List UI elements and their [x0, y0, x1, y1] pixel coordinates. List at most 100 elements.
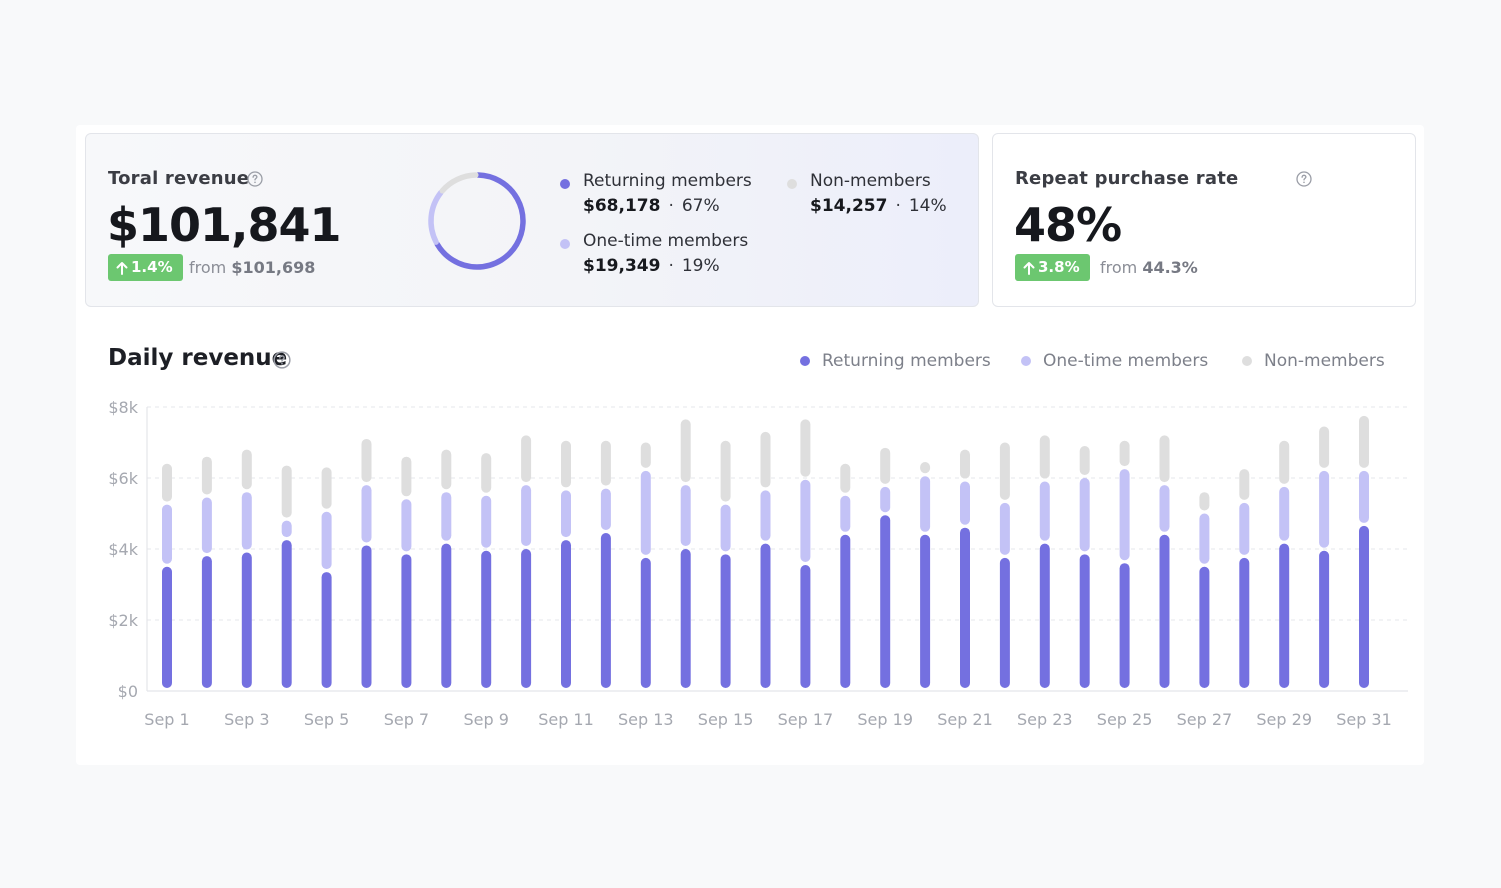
bar-returning[interactable]: [720, 554, 731, 688]
bar-returning[interactable]: [1159, 534, 1170, 688]
bar-returning[interactable]: [441, 543, 452, 688]
bar-one-time[interactable]: [600, 488, 611, 531]
bar-one-time[interactable]: [1119, 469, 1130, 561]
bar-one-time[interactable]: [1159, 485, 1170, 532]
bar-one-time[interactable]: [1039, 481, 1050, 541]
bar-returning[interactable]: [481, 550, 492, 688]
bar-returning[interactable]: [999, 557, 1010, 688]
bar-returning[interactable]: [760, 543, 771, 688]
bar-one-time[interactable]: [1359, 470, 1369, 523]
bar-non-members[interactable]: [281, 465, 292, 518]
bar-one-time[interactable]: [162, 504, 172, 564]
donut-segment-one-time: [428, 189, 444, 245]
bar-returning[interactable]: [401, 554, 412, 688]
bar-returning[interactable]: [840, 534, 851, 688]
bar-non-members[interactable]: [1039, 435, 1050, 479]
bar-returning[interactable]: [1199, 566, 1210, 688]
bar-non-members[interactable]: [680, 419, 691, 483]
bar-one-time[interactable]: [640, 470, 651, 555]
bar-one-time[interactable]: [521, 485, 532, 546]
bar-non-members[interactable]: [561, 440, 571, 488]
bar-non-members[interactable]: [1119, 440, 1130, 467]
bar-returning[interactable]: [361, 545, 372, 688]
bar-non-members[interactable]: [800, 419, 811, 477]
bar-non-members[interactable]: [600, 440, 611, 486]
y-tick-label: $2k: [108, 611, 138, 630]
repeat-purchase-title: Repeat purchase rate: [1015, 168, 1239, 189]
bar-one-time[interactable]: [321, 511, 332, 570]
bar-non-members[interactable]: [1079, 446, 1090, 475]
bar-non-members[interactable]: [999, 442, 1010, 500]
bar-one-time[interactable]: [1079, 478, 1090, 552]
bar-returning[interactable]: [1079, 554, 1090, 688]
bar-non-members[interactable]: [760, 431, 771, 488]
bar-non-members[interactable]: [1239, 469, 1250, 500]
bar-one-time[interactable]: [361, 485, 372, 543]
bar-returning[interactable]: [162, 566, 172, 688]
bar-returning[interactable]: [800, 564, 811, 688]
bar-returning[interactable]: [1119, 563, 1130, 688]
bar-non-members[interactable]: [1319, 426, 1330, 468]
bar-one-time[interactable]: [281, 520, 292, 538]
bar-non-members[interactable]: [1359, 415, 1369, 468]
bar-non-members[interactable]: [640, 442, 651, 468]
bar-one-time[interactable]: [1239, 502, 1250, 555]
bar-returning[interactable]: [1279, 543, 1290, 688]
bar-non-members[interactable]: [361, 438, 372, 483]
bar-one-time[interactable]: [561, 490, 571, 538]
bar-one-time[interactable]: [441, 492, 452, 541]
bar-returning[interactable]: [880, 515, 891, 688]
bar-returning[interactable]: [561, 540, 571, 688]
bar-one-time[interactable]: [401, 499, 412, 552]
question-circle-icon[interactable]: [247, 171, 263, 187]
bar-non-members[interactable]: [1159, 435, 1170, 483]
bar-non-members[interactable]: [521, 435, 532, 483]
bar-non-members[interactable]: [1279, 440, 1290, 484]
bar-one-time[interactable]: [920, 476, 931, 532]
bar-returning[interactable]: [960, 527, 970, 688]
bar-one-time[interactable]: [999, 502, 1010, 555]
bar-one-time[interactable]: [201, 497, 212, 554]
question-circle-icon[interactable]: [273, 351, 291, 369]
bar-one-time[interactable]: [241, 492, 252, 550]
bar-one-time[interactable]: [1279, 486, 1290, 541]
bar-returning[interactable]: [640, 557, 651, 688]
bar-one-time[interactable]: [1319, 470, 1330, 548]
bar-returning[interactable]: [201, 556, 212, 688]
bar-one-time[interactable]: [481, 495, 492, 548]
bar-one-time[interactable]: [840, 495, 851, 532]
bar-non-members[interactable]: [321, 467, 332, 509]
bar-returning[interactable]: [1319, 550, 1330, 688]
bar-non-members[interactable]: [441, 449, 452, 490]
bar-non-members[interactable]: [880, 447, 891, 484]
bar-non-members[interactable]: [920, 462, 931, 474]
bar-returning[interactable]: [1039, 543, 1050, 688]
bar-non-members[interactable]: [840, 463, 851, 493]
bar-returning[interactable]: [281, 540, 292, 688]
x-tick-label: Sep 19: [857, 710, 913, 729]
bar-non-members[interactable]: [960, 449, 970, 479]
bar-returning[interactable]: [1359, 525, 1369, 688]
bar-returning[interactable]: [321, 572, 332, 688]
bar-one-time[interactable]: [680, 485, 691, 546]
bar-one-time[interactable]: [720, 504, 731, 552]
bar-one-time[interactable]: [960, 481, 970, 525]
bar-returning[interactable]: [1239, 557, 1250, 688]
question-circle-icon[interactable]: [1296, 171, 1312, 187]
bar-one-time[interactable]: [760, 490, 771, 541]
bar-returning[interactable]: [600, 533, 611, 688]
bar-one-time[interactable]: [800, 479, 811, 562]
bar-non-members[interactable]: [162, 463, 172, 502]
bar-returning[interactable]: [680, 549, 691, 688]
bar-non-members[interactable]: [241, 449, 252, 490]
bar-non-members[interactable]: [720, 440, 731, 502]
bar-non-members[interactable]: [401, 456, 412, 497]
bar-non-members[interactable]: [1199, 492, 1210, 511]
bar-non-members[interactable]: [481, 453, 492, 493]
bar-returning[interactable]: [241, 552, 252, 688]
bar-returning[interactable]: [521, 549, 532, 688]
bar-returning[interactable]: [920, 534, 931, 688]
bar-one-time[interactable]: [880, 486, 891, 513]
bar-one-time[interactable]: [1199, 513, 1210, 564]
bar-non-members[interactable]: [201, 456, 212, 495]
